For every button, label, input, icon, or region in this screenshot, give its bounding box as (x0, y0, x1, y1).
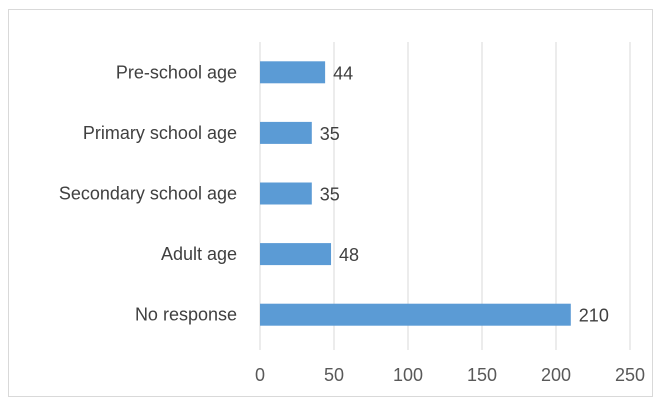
gridlines (259, 42, 631, 350)
value-label-3: 48 (339, 245, 359, 265)
x-tick-150: 150 (467, 365, 497, 385)
x-tick-250: 250 (615, 365, 645, 385)
x-tick-labels: 0 50 100 150 200 250 (255, 365, 645, 385)
bar-4 (260, 303, 571, 326)
category-label-1: Primary school age (83, 123, 237, 143)
category-label-4: No response (135, 305, 237, 325)
x-tick-200: 200 (541, 365, 571, 385)
value-label-0: 44 (333, 63, 353, 83)
category-labels: Pre-school age Primary school age Secondar… (59, 62, 237, 324)
value-labels: 44 35 35 48 210 (320, 63, 609, 325)
bar-2 (260, 182, 312, 205)
bar-0 (260, 61, 326, 84)
bars (260, 61, 571, 326)
bar-3 (260, 243, 332, 266)
value-label-1: 35 (320, 124, 340, 144)
x-tick-100: 100 (393, 365, 423, 385)
x-tick-50: 50 (324, 365, 344, 385)
category-label-2: Secondary school age (59, 184, 237, 204)
category-label-3: Adult age (161, 244, 237, 264)
bar-1 (260, 121, 312, 144)
category-label-0: Pre-school age (116, 62, 237, 82)
chart-frame (8, 9, 653, 397)
value-label-4: 210 (579, 306, 609, 326)
x-tick-0: 0 (255, 365, 265, 385)
value-label-2: 35 (320, 185, 340, 205)
